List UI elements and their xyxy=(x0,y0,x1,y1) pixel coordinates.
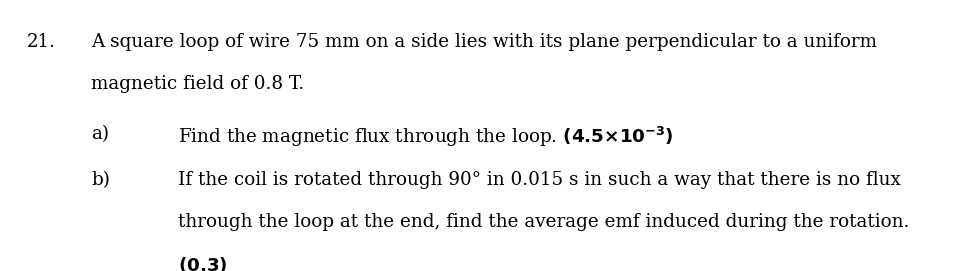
Text: A square loop of wire 75 mm on a side lies with its plane perpendicular to a uni: A square loop of wire 75 mm on a side li… xyxy=(91,33,877,50)
Text: through the loop at the end, find the average emf induced during the rotation.: through the loop at the end, find the av… xyxy=(178,213,909,231)
Text: $\mathbf{(0.3)}$: $\mathbf{(0.3)}$ xyxy=(178,255,228,271)
Text: magnetic field of 0.8 T.: magnetic field of 0.8 T. xyxy=(91,75,304,92)
Text: a): a) xyxy=(91,125,109,143)
Text: Find the magnetic flux through the loop. $\mathbf{(4.5{\times}10^{-3})}$: Find the magnetic flux through the loop.… xyxy=(178,125,673,149)
Text: If the coil is rotated through 90° in 0.015 s in such a way that there is no flu: If the coil is rotated through 90° in 0.… xyxy=(178,171,900,189)
Text: b): b) xyxy=(91,171,110,189)
Text: 21.: 21. xyxy=(27,33,56,50)
